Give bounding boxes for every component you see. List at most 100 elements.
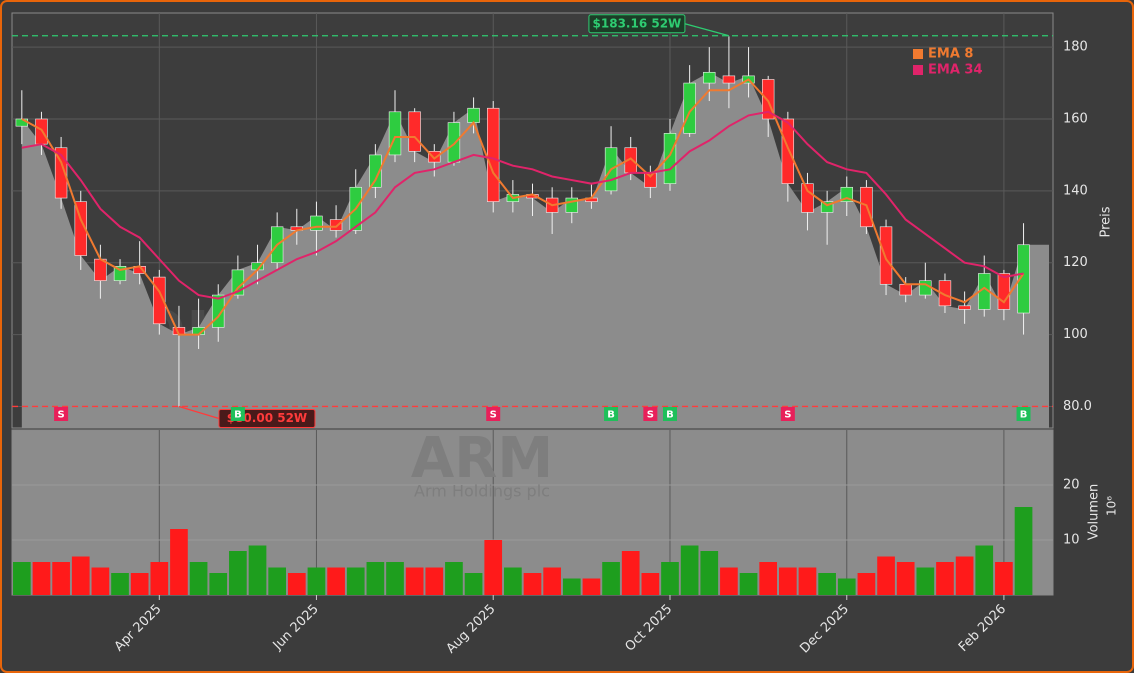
volume-bar: [248, 545, 267, 595]
volume-bar: [955, 556, 974, 595]
volume-bar: [602, 562, 620, 595]
volume-bar: [150, 562, 169, 595]
candle-body: [879, 226, 893, 285]
y-tick-label: 180: [1063, 40, 1088, 55]
signal-marker: [780, 407, 795, 421]
candle-body: [899, 283, 912, 296]
volume-bar: [896, 562, 915, 595]
volume-bar: [621, 551, 640, 595]
volume-bar: [543, 567, 561, 595]
candle-body: [447, 122, 461, 163]
volume-bar: [700, 551, 719, 595]
volume-bar: [680, 545, 699, 595]
volume-bar: [229, 551, 247, 595]
volume-bar: [995, 562, 1013, 595]
candle-body: [408, 111, 421, 152]
volume-bar: [111, 573, 129, 595]
signal-label: S: [784, 410, 791, 421]
candle-body: [781, 118, 795, 184]
signal-label: S: [490, 410, 497, 421]
volume-bar: [130, 573, 149, 595]
volume-bar: [641, 573, 660, 595]
volume-bar: [582, 578, 601, 595]
signal-label: S: [647, 410, 654, 421]
volume-bar: [837, 578, 856, 595]
signal-marker: [230, 407, 245, 421]
signal-marker: [1016, 407, 1031, 421]
candle-body: [487, 107, 500, 202]
candle-body: [1017, 244, 1030, 314]
candle-body: [113, 266, 127, 281]
signal-label: B: [234, 410, 242, 421]
chart-subtitle: Arm Holdings plc: [414, 482, 550, 501]
volume-bar: [504, 567, 522, 595]
volume-bar: [170, 529, 188, 595]
signal-marker: [486, 407, 501, 421]
candle-body: [919, 280, 932, 296]
volume-bar: [857, 573, 876, 595]
signal-label: B: [607, 410, 615, 421]
volume-bar: [798, 567, 817, 595]
ema-line: [21, 110, 1024, 300]
legend-label: EMA 8: [928, 47, 973, 62]
candle-body: [683, 82, 696, 134]
volume-bar: [759, 562, 778, 595]
volume-bar: [877, 556, 895, 595]
volume-bar: [12, 562, 31, 595]
y-axis-label: Preis: [1099, 206, 1114, 237]
volume-bar: [268, 567, 286, 595]
y-tick-label: 10: [1063, 533, 1080, 548]
candle-body: [663, 133, 677, 184]
volume-bar: [32, 562, 51, 595]
volume-bar: [327, 567, 345, 595]
y-tick-label: 120: [1063, 255, 1088, 270]
volume-bar: [71, 556, 90, 595]
volume-bar: [209, 573, 228, 595]
candle-body: [153, 276, 166, 325]
y-tick-label: 140: [1063, 183, 1088, 198]
volume-bar: [287, 573, 306, 595]
y-tick-label: 100: [1063, 327, 1088, 342]
volume-bar: [562, 578, 581, 595]
candle-body: [762, 79, 775, 120]
legend-swatch: [913, 65, 923, 75]
candle-body: [722, 75, 736, 84]
candle-body: [958, 305, 971, 310]
signal-marker: [643, 407, 658, 421]
candle-body: [310, 215, 323, 231]
candle-body: [703, 71, 716, 84]
close-area: [21, 72, 1049, 429]
volume-bar: [1014, 507, 1033, 595]
annotation-label: $80.00 52W: [227, 411, 307, 425]
candle-body: [369, 154, 382, 188]
volume-bar: [975, 545, 994, 595]
signal-marker: [604, 407, 619, 421]
candle-body: [428, 151, 441, 163]
volume-bar: [405, 567, 424, 595]
chart-title: ARM: [411, 426, 553, 491]
signal-marker: [662, 407, 677, 421]
volume-axis-label: Volumen: [1087, 484, 1102, 541]
volume-bar: [91, 567, 110, 595]
signal-marker: [54, 407, 69, 421]
volume-bar: [52, 562, 70, 595]
candle-body: [54, 147, 68, 199]
volume-bar: [464, 573, 483, 595]
volume-bar: [484, 540, 503, 595]
candle-body: [329, 219, 343, 231]
volume-bar: [346, 567, 365, 595]
y-tick-label: 20: [1063, 478, 1080, 493]
candle-body: [801, 183, 814, 213]
annotation-box: [588, 14, 686, 34]
y-tick-label: 160: [1063, 111, 1088, 126]
volume-scale-label: 10⁶: [1105, 496, 1119, 516]
candle-body: [74, 201, 87, 256]
legend-swatch: [913, 49, 923, 59]
signal-label: S: [58, 410, 65, 421]
volume-bar: [523, 573, 542, 595]
candle-body: [388, 111, 402, 156]
volume-bar: [720, 567, 738, 595]
legend-label: EMA 34: [928, 63, 983, 78]
candle-body: [820, 201, 834, 213]
